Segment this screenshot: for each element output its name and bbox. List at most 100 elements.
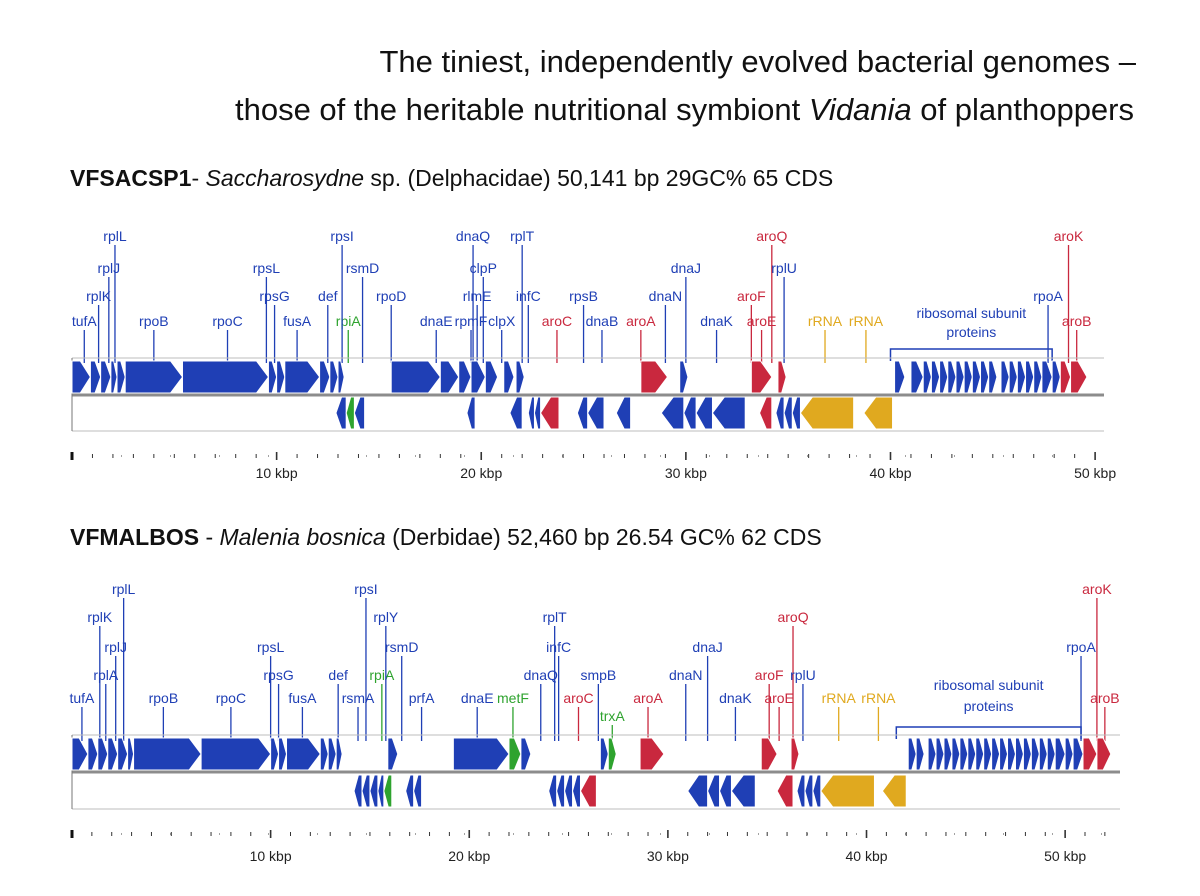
gene-arrow bbox=[390, 360, 441, 394]
gene-arrow bbox=[361, 774, 371, 808]
gene-label: prfA bbox=[409, 690, 435, 706]
gene-arrow bbox=[615, 396, 632, 430]
gene-label: clpX bbox=[488, 313, 516, 329]
gene-label: aroB bbox=[1090, 690, 1120, 706]
gene-arrow bbox=[515, 360, 525, 394]
gene-arrow bbox=[799, 396, 855, 430]
gene-label: rplU bbox=[771, 260, 797, 276]
gene-arrow bbox=[539, 396, 560, 430]
gene-label: fusA bbox=[283, 313, 312, 329]
gene-arrow bbox=[286, 737, 321, 771]
gene-arrow bbox=[980, 360, 990, 394]
gene-label: aroE bbox=[764, 690, 794, 706]
gene-label: aroB bbox=[1062, 313, 1092, 329]
gene-arrow bbox=[1070, 360, 1088, 394]
gene-arrow bbox=[983, 737, 993, 771]
gene-arrow bbox=[278, 737, 288, 771]
gene-label: rpoC bbox=[216, 690, 246, 706]
axis-tick-label: 20 kbp bbox=[460, 465, 502, 481]
gene-label: rpiA bbox=[369, 667, 395, 683]
gene-arrow bbox=[97, 737, 109, 771]
gene-arrow bbox=[975, 737, 985, 771]
ribosomal-bracket bbox=[895, 726, 1082, 739]
gene-arrow bbox=[1000, 360, 1010, 394]
gene-arrow bbox=[548, 774, 558, 808]
gene-arrow bbox=[907, 737, 917, 771]
ribosomal-label: ribosomal subunit bbox=[916, 305, 1026, 321]
title-line-1: The tiniest, independently evolved bacte… bbox=[379, 44, 1136, 79]
gene-label: aroA bbox=[626, 313, 656, 329]
gene-arrow bbox=[707, 774, 721, 808]
gene-arrow bbox=[863, 396, 894, 430]
gene-arrow bbox=[116, 360, 126, 394]
gene-arrow bbox=[971, 360, 982, 394]
slide-title: The tiniest, independently evolved bacte… bbox=[0, 38, 1200, 138]
gene-arrow bbox=[527, 396, 535, 430]
gene-arrow bbox=[387, 737, 399, 771]
gene-arrow bbox=[107, 737, 119, 771]
gene-arrow bbox=[687, 774, 709, 808]
gene-arrow bbox=[1072, 737, 1084, 771]
gene-label: dnaQ bbox=[524, 667, 558, 683]
gene-label: dnaN bbox=[669, 667, 702, 683]
gene-arrow bbox=[337, 360, 345, 394]
gene-arrow bbox=[1007, 737, 1016, 771]
gene-label: dnaJ bbox=[671, 260, 701, 276]
gene-arrow bbox=[750, 360, 773, 394]
gene-arrow bbox=[991, 737, 1001, 771]
gene-arrow bbox=[579, 774, 597, 808]
gene-label: rpoA bbox=[1033, 288, 1063, 304]
gene-arrow bbox=[110, 360, 118, 394]
gene-label: dnaK bbox=[700, 313, 733, 329]
gene-arrow bbox=[369, 774, 379, 808]
ribosomal-label: proteins bbox=[964, 698, 1014, 714]
gene-arrow bbox=[1054, 737, 1066, 771]
gene-arrow bbox=[951, 737, 961, 771]
gene-label: rplT bbox=[543, 609, 568, 625]
gene-arrow bbox=[910, 360, 924, 394]
host-species: Malenia bosnica bbox=[220, 524, 386, 550]
gene-arrow bbox=[783, 396, 793, 430]
gene-arrow bbox=[200, 737, 272, 771]
gene-label: rpsB bbox=[569, 288, 598, 304]
genome-stats: sp. (Delphacidae) 50,141 bp 29GC% 65 CDS bbox=[364, 165, 833, 191]
heading-separator: - bbox=[191, 165, 205, 191]
gene-label: rplL bbox=[103, 228, 127, 244]
gene-arrow bbox=[1038, 737, 1048, 771]
gene-arrow bbox=[1082, 737, 1098, 771]
gene-arrow bbox=[405, 774, 415, 808]
gene-arrow bbox=[955, 360, 965, 394]
gene-label: dnaQ bbox=[456, 228, 490, 244]
heading-separator: - bbox=[199, 524, 219, 550]
gene-label: aroA bbox=[633, 690, 663, 706]
gene-arrow bbox=[1046, 737, 1056, 771]
gene-arrow bbox=[335, 737, 343, 771]
gene-arrow bbox=[718, 774, 732, 808]
gene-label: aroF bbox=[755, 667, 784, 683]
gene-label: aroF bbox=[737, 288, 766, 304]
gene-arrow bbox=[730, 774, 756, 808]
gene-arrow bbox=[1025, 360, 1035, 394]
axis-tick-label: 30 kbp bbox=[665, 465, 707, 481]
gene-arrow bbox=[790, 737, 800, 771]
axis-tick-label: 40 kbp bbox=[845, 848, 887, 864]
gene-arrow bbox=[947, 360, 957, 394]
genome-map-vfsacsp1: VFSACSP1- Saccharosydne sp. (Delphacidae… bbox=[70, 165, 1116, 481]
gene-label: rplT bbox=[510, 228, 535, 244]
gene-arrow bbox=[776, 774, 794, 808]
gene-arrow bbox=[1064, 737, 1074, 771]
gene-arrow bbox=[988, 360, 998, 394]
genome-heading: VFMALBOS - Malenia bosnica (Derbidae) 52… bbox=[70, 524, 822, 550]
gene-arrow bbox=[967, 737, 977, 771]
gene-arrow bbox=[100, 360, 112, 394]
gene-arrow bbox=[319, 360, 331, 394]
gene-label: def bbox=[318, 288, 338, 304]
gene-label: rRNA bbox=[861, 690, 896, 706]
gene-arrow bbox=[439, 360, 460, 394]
gene-label: rplJ bbox=[98, 260, 121, 276]
gene-arrow bbox=[329, 360, 339, 394]
gene-arrow bbox=[71, 360, 92, 394]
gene-arrow bbox=[1014, 737, 1024, 771]
gene-arrow bbox=[777, 360, 787, 394]
